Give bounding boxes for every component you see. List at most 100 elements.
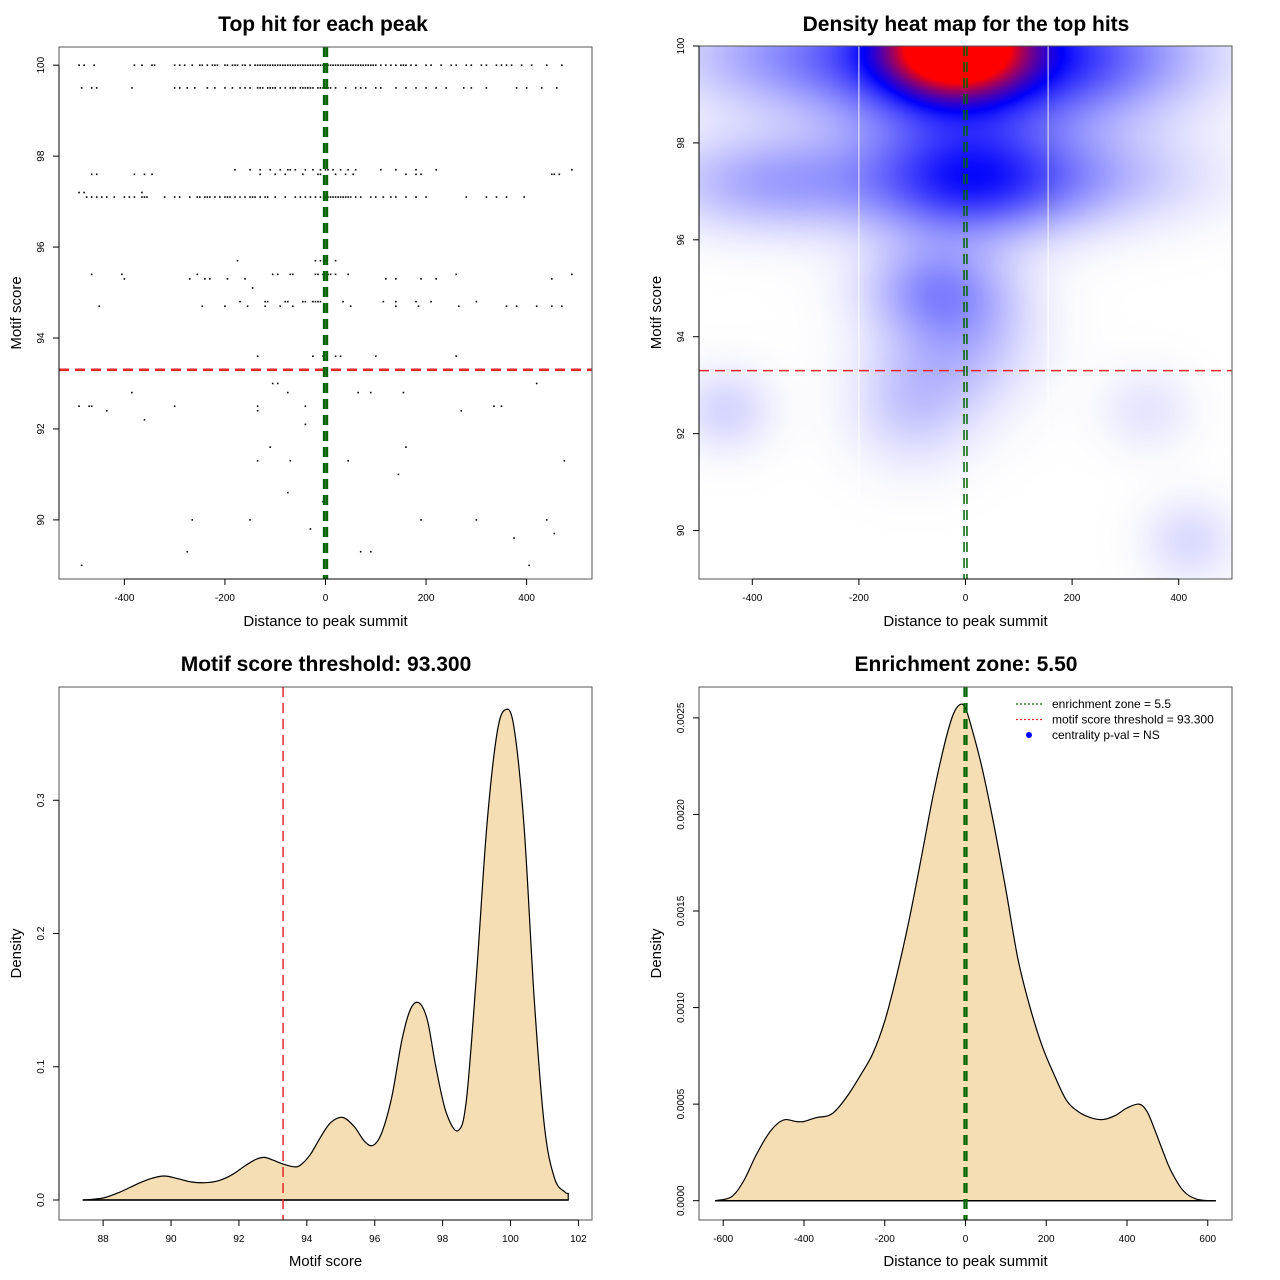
scatter-y-axis: 90 92 94 96 98 100 [36,56,60,525]
data-point [553,532,556,535]
x-tick-label: 96 [369,1234,381,1245]
data-point [307,64,309,66]
x-tick-label: 400 [518,593,535,604]
data-point [284,173,287,176]
data-point [475,519,478,521]
data-point [342,300,344,303]
data-point [332,196,334,198]
data-point [349,196,352,198]
data-point [251,287,254,289]
data-point [359,64,362,66]
data-point [279,305,282,307]
data-point [309,528,312,530]
data-point [349,64,352,66]
data-point [395,278,397,280]
x-tick-label: 94 [301,1234,313,1245]
data-point [354,168,357,171]
data-point [493,405,495,408]
data-point [266,300,269,303]
data-point [435,87,437,89]
data-point [178,87,181,89]
data-point [324,259,327,262]
data-point [133,196,136,198]
data-point [535,305,538,307]
data-point [191,519,194,521]
data-point [339,355,342,357]
data-point [435,278,437,280]
data-point [304,64,307,66]
data-point [146,196,148,198]
data-point [256,64,259,66]
data-point [239,300,241,303]
data-point [339,168,342,171]
data-point [304,196,307,198]
distance-density-xlabel: Distance to peak summit [883,1253,1048,1270]
data-point [304,405,307,408]
score-density-y-axis: 0.0 0.1 0.2 0.3 [36,793,60,1207]
data-point [193,87,196,89]
data-point [256,87,259,89]
data-point [455,64,458,66]
distance-density-density-area [715,703,1216,1202]
data-point [249,87,251,89]
data-point [317,87,319,89]
data-point [299,196,302,198]
data-point [359,196,362,198]
data-point [327,168,329,171]
data-point [224,196,226,198]
data-point [251,196,254,198]
data-point [196,196,199,198]
heatmap-raster [699,46,1232,579]
data-point [515,87,518,89]
data-point [141,196,143,198]
data-point [244,87,246,89]
data-point [284,196,287,198]
data-point [405,173,407,176]
distance-density-panel: Enrichment zone: 5.50 Distance to peak su… [648,653,1233,1270]
data-point [279,87,282,89]
data-point [420,278,422,280]
data-point [367,64,370,66]
data-point [317,64,319,66]
data-point [369,391,372,394]
data-point [113,196,116,198]
data-point [143,173,146,176]
data-point [553,173,556,176]
data-point [183,64,186,66]
data-point [405,87,407,89]
data-point [505,64,508,66]
data-point [299,64,302,66]
y-tick-label: 96 [36,241,47,253]
data-point [430,300,432,303]
distance-density-ylabel: Density [648,928,665,979]
data-point [457,305,460,307]
data-point [234,168,236,171]
data-point [329,273,332,276]
data-point [206,64,209,66]
data-point [246,305,249,307]
data-point [209,278,211,280]
data-point [211,64,214,66]
data-point [415,64,417,66]
data-point [204,196,206,198]
data-point [264,64,266,66]
data-point [362,64,365,66]
data-point [500,405,503,408]
data-point [269,64,271,66]
data-point [402,391,405,394]
data-point [188,278,191,280]
data-point [254,64,256,66]
data-point [563,459,566,462]
data-point [561,305,563,307]
data-point [297,64,299,66]
data-point [292,64,294,66]
data-point [271,273,274,276]
score-density-title: Motif score threshold: 93.300 [181,653,472,676]
legend-label: enrichment zone = 5.5 [1052,697,1171,711]
y-tick-label: 94 [36,332,47,344]
data-point [224,87,226,89]
data-point [271,87,274,89]
data-point [334,273,337,276]
data-point [395,87,397,89]
data-point [314,259,317,262]
